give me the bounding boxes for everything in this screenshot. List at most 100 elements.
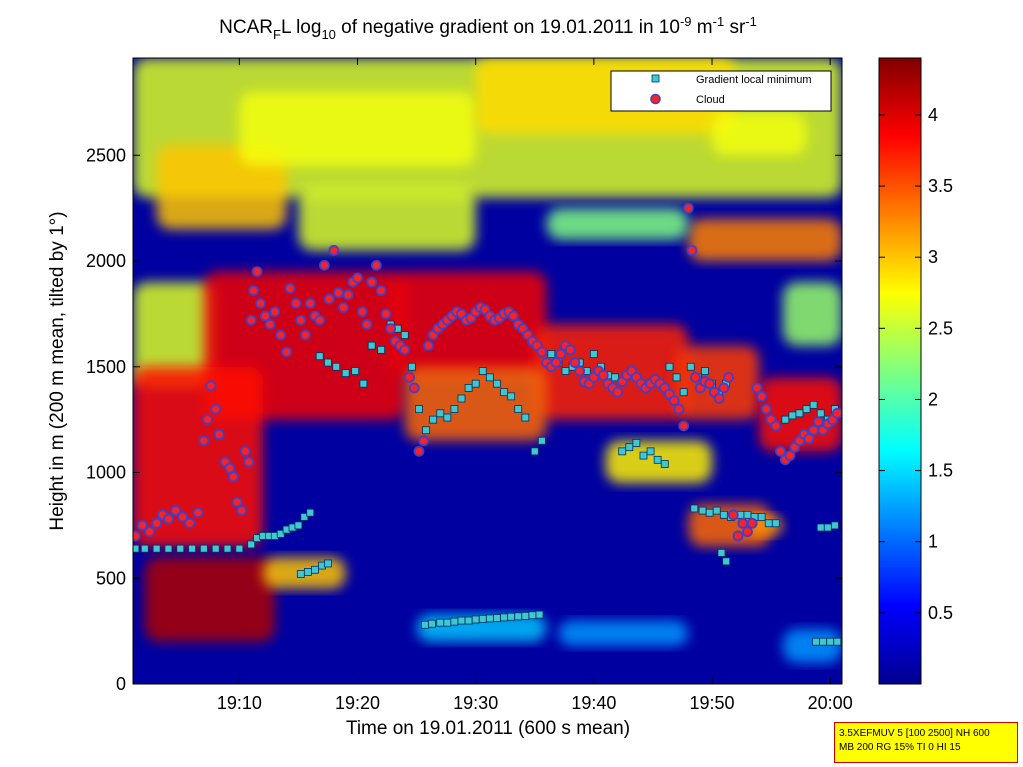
cloud-marker	[251, 266, 263, 278]
y-tick-label: 2000	[86, 251, 126, 271]
gradient-minimum-marker	[764, 519, 773, 528]
cloud-marker	[508, 310, 519, 322]
gradient-minimum-marker	[315, 352, 324, 361]
gradient-minimum-marker	[133, 544, 140, 553]
cloud-marker	[418, 435, 430, 447]
gradient-minimum-marker	[415, 405, 423, 413]
colorbar-tick-label: 4	[928, 105, 938, 125]
gradient-minimum-marker	[535, 610, 544, 619]
gradient-minimum-marker	[464, 384, 473, 392]
cloud-marker	[713, 393, 725, 404]
cloud-marker	[404, 371, 415, 383]
cloud-marker	[333, 287, 345, 299]
gradient-minimum-marker	[826, 637, 835, 646]
cloud-marker	[727, 509, 739, 521]
cloud-marker	[210, 403, 222, 415]
gradient-minimum-marker	[303, 568, 312, 576]
cloud-marker	[236, 505, 248, 516]
cloud-marker	[323, 293, 335, 305]
gradient-minimum-marker	[164, 544, 173, 553]
gradient-minimum-marker	[140, 544, 149, 553]
gradient-minimum-marker	[188, 544, 196, 553]
colorbar-tick-label: 0.5	[928, 603, 953, 623]
gradient-minimum-marker	[653, 455, 662, 464]
cloud-marker	[304, 297, 316, 309]
cloud-marker	[198, 435, 210, 447]
gradient-minimum-marker	[420, 620, 429, 629]
gradient-minimum-marker	[819, 637, 827, 646]
gradient-minimum-marker	[788, 411, 797, 420]
cloud-marker	[756, 390, 768, 402]
cloud-marker	[300, 329, 311, 341]
gradient-minimum-marker	[816, 409, 825, 418]
gradient-minimum-marker	[464, 616, 473, 625]
gradient-minimum-marker	[686, 362, 695, 371]
gradient-minimum-marker	[698, 506, 707, 515]
gradient-minimum-marker	[443, 413, 452, 422]
gradient-minimum-marker	[679, 388, 688, 397]
cloud-marker	[337, 302, 349, 313]
cloud-marker	[243, 456, 255, 468]
gradient-minimum-marker	[743, 510, 752, 519]
cloud-marker	[536, 346, 548, 358]
cloud-marker	[831, 407, 842, 419]
cloud-marker	[133, 530, 141, 542]
gradient-minimum-marker	[528, 611, 537, 620]
gradient-minimum-marker	[324, 358, 332, 367]
gradient-minimum-marker	[341, 369, 350, 378]
cloud-marker	[718, 382, 730, 394]
gradient-minimum-marker	[717, 548, 726, 557]
gradient-minimum-marker	[690, 504, 699, 513]
gradient-minimum-marker	[561, 367, 570, 375]
cloud-marker	[673, 403, 685, 415]
plot-frame	[132, 57, 843, 685]
colorbar-tick-label: 1.5	[928, 461, 953, 481]
gradient-minimum-marker	[436, 618, 445, 627]
cloud-marker	[144, 526, 155, 538]
cloud-marker	[704, 378, 716, 390]
x-axis-label: Time on 19.01.2011 (600 s mean)	[346, 718, 630, 739]
gradient-minimum-marker	[471, 615, 480, 624]
x-tick-label: 19:40	[571, 693, 616, 713]
cloud-marker	[177, 511, 189, 523]
gradient-minimum-marker	[351, 367, 360, 375]
gradient-minimum-marker	[547, 350, 556, 358]
gradient-minimum-marker	[247, 540, 256, 549]
gradient-minimum-marker	[816, 523, 825, 532]
info-line-2: MB 200 RG 15% TI 0 HI 15	[839, 742, 961, 753]
cloud-marker	[284, 283, 296, 294]
gradient-minimum-marker	[639, 451, 648, 460]
cloud-marker	[569, 357, 581, 368]
gradient-minimum-marker	[478, 614, 487, 623]
cloud-marker	[597, 369, 609, 381]
gradient-minimum-marker	[300, 513, 309, 521]
cloud-marker	[690, 371, 701, 383]
gradient-minimum-marker	[625, 443, 634, 452]
cloud-marker	[413, 445, 425, 457]
gradient-minimum-marker	[235, 544, 244, 553]
legend-gradient-marker	[651, 74, 660, 83]
gradient-minimum-marker	[332, 362, 341, 371]
cloud-marker	[612, 386, 623, 398]
chart-title: NCARFL log10 of negative gradient on 19.…	[219, 14, 757, 42]
colorbar: 0.5 1 1.5 2 2.5 3 3.5 4	[878, 57, 953, 685]
y-tick-label: 2500	[86, 145, 126, 165]
cloud-marker	[385, 323, 397, 335]
cloud-marker	[760, 403, 772, 415]
gradient-minimum-marker	[771, 519, 780, 528]
y-tick-label: 500	[96, 568, 126, 588]
cloud-marker	[784, 450, 796, 461]
gradient-minimum-marker	[812, 637, 820, 646]
gradient-minimum-marker	[660, 460, 669, 468]
cloud-marker	[678, 420, 690, 432]
cloud-marker	[295, 314, 307, 326]
gradient-minimum-marker	[478, 367, 487, 375]
cloud-marker	[319, 259, 330, 271]
gradient-minimum-marker	[450, 405, 459, 413]
gradient-minimum-marker	[493, 614, 501, 622]
cloud-marker	[361, 319, 373, 330]
gradient-minimum-marker	[407, 362, 416, 371]
gradient-minimum-marker	[311, 565, 319, 574]
x-tick-label: 19:10	[217, 693, 262, 713]
